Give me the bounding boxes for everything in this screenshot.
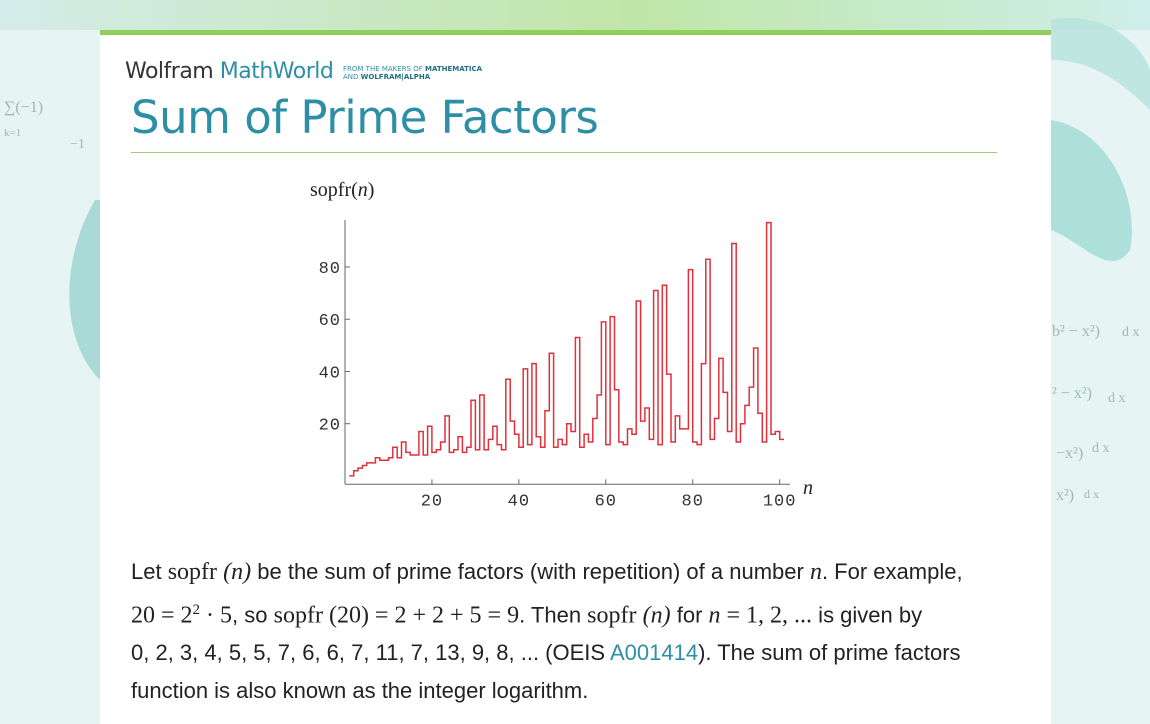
logo-wolfram-text: Wolfram <box>125 59 214 84</box>
chart-x-tick-label: 20 <box>421 492 443 511</box>
chart-x-tick-label: 40 <box>508 492 530 511</box>
logo-tagline: FROM THE MAKERS OF MATHEMATICA AND WOLFR… <box>343 65 483 81</box>
oeis-link[interactable]: A001414 <box>609 640 699 666</box>
chart-x-tick-label: 80 <box>682 492 704 511</box>
svg-text:∑(−1): ∑(−1) <box>4 99 43 116</box>
svg-text:d x: d x <box>1092 441 1110 456</box>
chart-ylabel: sopfr(n) <box>310 179 374 201</box>
math-sopfr: sopfr <box>167 559 218 585</box>
chart-x-tick-label: 100 <box>763 492 797 511</box>
svg-text:x²): x²) <box>1056 487 1074 504</box>
page-title: Sum of Prime Factors <box>131 91 599 144</box>
svg-text:−1: −1 <box>70 137 85 152</box>
chart-y-tick-label: 60 <box>319 312 341 331</box>
chart-x-tick-label: 60 <box>595 492 617 511</box>
svg-text:b² − x²): b² − x²) <box>1052 323 1100 340</box>
logo-mathworld-text: MathWorld <box>219 59 334 84</box>
article-paragraph: Let sopfr (n) be the sum of prime factor… <box>131 559 963 704</box>
content-card: Wolfram MathWorld FROM THE MAKERS OF MAT… <box>100 30 1051 724</box>
svg-text:d x: d x <box>1084 487 1099 501</box>
chart-xlabel: n <box>803 477 813 499</box>
svg-text:² − x²): ² − x²) <box>1052 385 1092 402</box>
chart-y-tick-label: 40 <box>319 364 341 383</box>
svg-text:k=1: k=1 <box>4 127 21 139</box>
chart-y-tick-label: 80 <box>319 260 341 279</box>
sopfr-chart: 20 40 60 80 100 20 40 60 80 sopfr(n) n <box>310 179 813 511</box>
svg-text:d x: d x <box>1122 325 1140 340</box>
chart-series-sopfr <box>349 221 784 477</box>
chart-y-tick-label: 20 <box>319 417 341 436</box>
svg-text:d x: d x <box>1108 391 1126 406</box>
svg-text:−x²): −x²) <box>1056 445 1083 462</box>
title-divider <box>131 152 997 153</box>
site-logo[interactable]: Wolfram MathWorld FROM THE MAKERS OF MAT… <box>125 57 482 87</box>
